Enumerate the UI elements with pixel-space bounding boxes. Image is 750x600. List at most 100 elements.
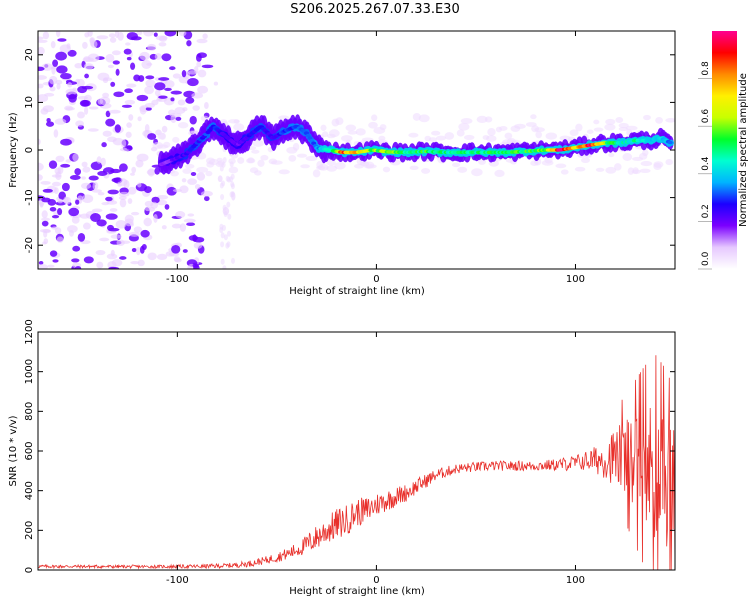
spectrogram-cell (169, 66, 176, 71)
spectrogram-cell (194, 183, 201, 190)
spectrogram-cell (54, 118, 67, 125)
spectrogram-cell (246, 158, 256, 164)
spectrogram-cell (196, 61, 202, 68)
spectrogram-cell (39, 201, 44, 208)
spectrogram-cell (83, 256, 94, 264)
spectrogram-cell (42, 188, 53, 193)
spectrogram-cell (67, 49, 77, 57)
spectrogram-cell (197, 52, 207, 59)
spectrogram-cell (131, 166, 137, 174)
spectrogram-cell (640, 161, 653, 167)
spectrogram-ytick-label: -20 (24, 237, 35, 253)
snr-ytick-label: 1000 (24, 359, 35, 384)
spectrogram-cell (136, 94, 149, 102)
spectrogram-cell (119, 163, 128, 172)
spectrogram-cell (222, 204, 227, 211)
spectrogram-cell (667, 140, 673, 145)
spectrogram-cell (139, 51, 150, 61)
spectrogram-cell (328, 129, 340, 138)
spectrogram-cell (136, 31, 143, 36)
spectrogram-cell (471, 168, 483, 177)
spectrogram-cell (460, 118, 473, 124)
spectrogram-cell (158, 77, 170, 81)
spectrogram-cell (220, 258, 225, 265)
spectrogram-cell (476, 115, 488, 124)
spectrogram-xlabel: Height of straight line (km) (289, 286, 425, 297)
spectrogram-cell (182, 168, 192, 174)
spectrogram-cell (137, 259, 145, 267)
spectrogram-cell (164, 31, 177, 37)
spectrogram-cell (38, 75, 48, 80)
spectrogram-cell (79, 213, 91, 219)
spectrogram-cell (196, 166, 209, 173)
spectrogram-cell (257, 159, 265, 167)
spectrogram-cell (251, 149, 260, 154)
spectrogram-cell (595, 167, 605, 172)
snr-xlabel: Height of straight line (km) (289, 586, 425, 597)
spectrogram-cell (105, 196, 113, 202)
spectrogram-cell (355, 128, 366, 136)
spectrogram-cell (118, 195, 127, 200)
spectrogram-cell (174, 257, 182, 263)
spectrogram-cell (88, 106, 99, 110)
spectrogram-cell (156, 194, 169, 200)
spectrogram-cell (154, 167, 160, 175)
spectrogram-cell (484, 116, 493, 123)
spectrogram-cell (41, 220, 49, 227)
spectrogram-cell (96, 219, 107, 227)
spectrogram-cell (408, 132, 419, 138)
spectrogram-cell (75, 199, 80, 205)
spectrogram-cell (84, 106, 89, 115)
spectrogram-cell (42, 31, 50, 40)
spectrogram-cell (197, 69, 207, 78)
spectrogram-cell (575, 123, 583, 132)
spectrogram-cell (110, 234, 122, 239)
spectrogram-cell (68, 207, 80, 217)
spectrogram-cell (106, 253, 118, 260)
spectrogram-cell (431, 130, 441, 136)
spectrogram-cell (187, 78, 199, 87)
spectrogram-cell (126, 145, 133, 150)
spectrogram-cell (105, 118, 116, 127)
spectrogram-cell (133, 226, 143, 233)
spectrogram-cell (615, 116, 624, 124)
spectrogram-cell (421, 167, 431, 174)
spectrogram-cell (87, 128, 99, 132)
spectrogram-cell (170, 170, 179, 177)
spectrogram-cell (201, 64, 214, 69)
spectrogram-cell (230, 181, 235, 188)
spectrogram-cell (121, 104, 132, 108)
spectrogram-cell (55, 51, 67, 61)
spectrogram-cell (186, 40, 192, 47)
spectrogram-cell (559, 135, 571, 141)
spectrogram-cell (187, 213, 195, 217)
spectrogram-cell (569, 129, 579, 137)
spectrogram-cell (382, 166, 391, 173)
snr-ytick-label: 800 (24, 402, 35, 421)
spectrogram-cell (163, 141, 171, 148)
spectrogram-cell (130, 260, 140, 265)
spectrogram-cell (278, 115, 290, 120)
spectrogram-cell (574, 166, 586, 172)
spectrogram-cell (88, 175, 99, 181)
spectrogram-cell (97, 171, 108, 176)
spectrogram-cell (83, 56, 91, 62)
spectrogram-cell (371, 114, 378, 122)
spectrogram-cell (137, 116, 142, 122)
spectrogram-cell (316, 165, 326, 170)
spectrogram-cell (260, 154, 269, 161)
spectrogram-cell (193, 264, 200, 269)
spectrogram-cell (118, 191, 130, 197)
spectrogram-cell (124, 218, 134, 227)
spectrogram-cell (112, 60, 120, 65)
spectrogram-cell (126, 83, 137, 88)
spectrogram-cell (56, 236, 64, 243)
spectrogram-cell (463, 134, 475, 140)
spectrogram-cell (560, 169, 569, 175)
spectrogram-cell (49, 207, 57, 212)
spectrogram-cell (373, 127, 386, 134)
spectrogram-cell (131, 248, 137, 253)
spectrogram-cell (227, 230, 231, 237)
colorbar-gradient (712, 31, 737, 269)
